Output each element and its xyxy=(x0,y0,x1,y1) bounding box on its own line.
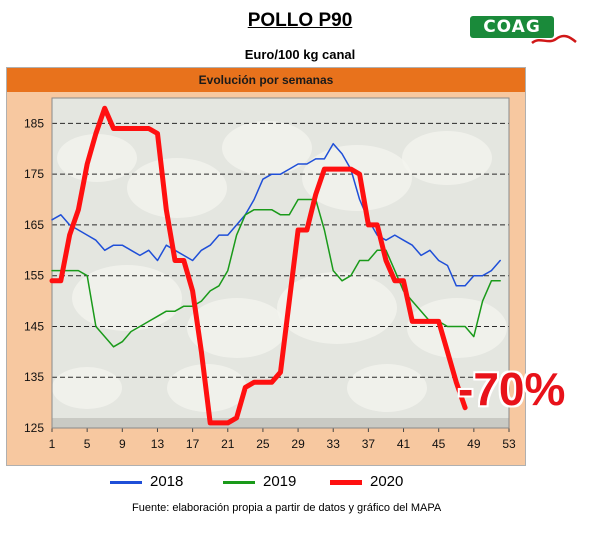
x-tick-label: 9 xyxy=(119,437,126,451)
legend-label-2019: 2019 xyxy=(263,473,297,490)
x-tick-label: 33 xyxy=(327,437,341,451)
legend-swatch-2019 xyxy=(223,481,255,484)
page-title: POLLO P90 xyxy=(247,10,353,31)
chart-legend: 2018 2019 2020 xyxy=(0,472,600,492)
series-line-2018 xyxy=(51,142,501,287)
legend-swatch-2020 xyxy=(330,480,362,485)
series-line-2019 xyxy=(51,198,501,348)
source-note: Fuente: elaboración propia a partir de d… xyxy=(132,502,442,514)
photo-floor xyxy=(52,418,509,428)
photo-blob xyxy=(402,131,492,185)
photo-blob xyxy=(347,364,427,412)
x-tick-label: 41 xyxy=(397,437,411,451)
x-tick-label: 13 xyxy=(151,437,165,451)
y-tick-label: 135 xyxy=(24,370,44,384)
y-tick-label: 145 xyxy=(24,319,44,333)
y-tick-label: 175 xyxy=(24,167,44,181)
x-tick-label: 53 xyxy=(502,437,516,451)
plot-border xyxy=(51,97,510,429)
photo-blob xyxy=(127,158,227,218)
y-tick-label: 165 xyxy=(24,218,44,232)
photo-blob xyxy=(407,298,507,358)
logo-text: COAG xyxy=(470,16,554,38)
legend-swatch-2018 xyxy=(110,481,142,484)
legend-label-2018: 2018 xyxy=(150,473,184,490)
chart-frame: Evolución por semanas 125 135 145 155 165 175 1… xyxy=(6,67,526,466)
photo-blob xyxy=(72,265,182,331)
x-tick-label: 45 xyxy=(432,437,446,451)
x-tick-label: 5 xyxy=(84,437,91,451)
photo-blob xyxy=(57,134,137,182)
coag-logo: COAG xyxy=(470,14,580,48)
y-tick-label: 125 xyxy=(24,421,44,435)
x-tick-label: 37 xyxy=(362,437,376,451)
page-subtitle: Euro/100 kg canal xyxy=(244,47,356,62)
x-tick-label: 49 xyxy=(467,437,481,451)
x-tick-label: 17 xyxy=(186,437,200,451)
x-tick-label: 1 xyxy=(49,437,56,451)
photo-blob xyxy=(187,298,287,358)
x-tick-label: 29 xyxy=(291,437,305,451)
y-tick-label: 185 xyxy=(24,116,44,130)
photo-blob xyxy=(277,272,397,344)
legend-label-2020: 2020 xyxy=(370,473,404,490)
photo-blob xyxy=(222,121,312,175)
photo-blob xyxy=(52,367,122,409)
logo-signature-icon xyxy=(531,34,577,45)
decline-annotation: -70% xyxy=(458,363,566,415)
chart-title: Evolución por semanas xyxy=(199,73,334,87)
line-chart: Evolución por semanas1251351451551651751… xyxy=(7,68,525,451)
chart-title-band xyxy=(7,68,525,92)
photo-blob xyxy=(302,145,412,211)
x-tick-label: 21 xyxy=(221,437,235,451)
y-tick-label: 155 xyxy=(24,269,44,283)
x-tick-label: 25 xyxy=(256,437,270,451)
series-line-2020 xyxy=(49,105,468,426)
